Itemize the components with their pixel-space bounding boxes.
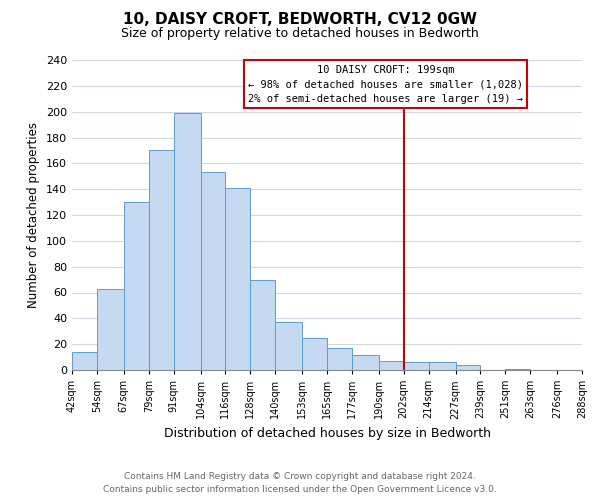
Bar [149,150,173,370]
Bar [226,188,250,370]
X-axis label: Distribution of detached houses by size in Bedworth: Distribution of detached houses by size … [163,427,491,440]
Text: 10, DAISY CROFT, BEDWORTH, CV12 0GW: 10, DAISY CROFT, BEDWORTH, CV12 0GW [123,12,477,28]
Bar [302,338,327,370]
Bar [173,113,200,370]
Bar [97,288,124,370]
Bar [250,280,275,370]
Text: 10 DAISY CROFT: 199sqm
← 98% of detached houses are smaller (1,028)
2% of semi-d: 10 DAISY CROFT: 199sqm ← 98% of detached… [248,64,523,104]
Bar [124,202,149,370]
Bar [200,172,226,370]
Text: Contains HM Land Registry data © Crown copyright and database right 2024.
Contai: Contains HM Land Registry data © Crown c… [103,472,497,494]
Y-axis label: Number of detached properties: Number of detached properties [28,122,40,308]
Text: Size of property relative to detached houses in Bedworth: Size of property relative to detached ho… [121,28,479,40]
Bar [455,365,481,370]
Bar [428,362,455,370]
Bar [327,348,352,370]
Bar [404,362,428,370]
Bar [72,352,97,370]
Bar [352,354,379,370]
Bar [505,368,530,370]
Bar [275,322,302,370]
Bar [379,361,404,370]
